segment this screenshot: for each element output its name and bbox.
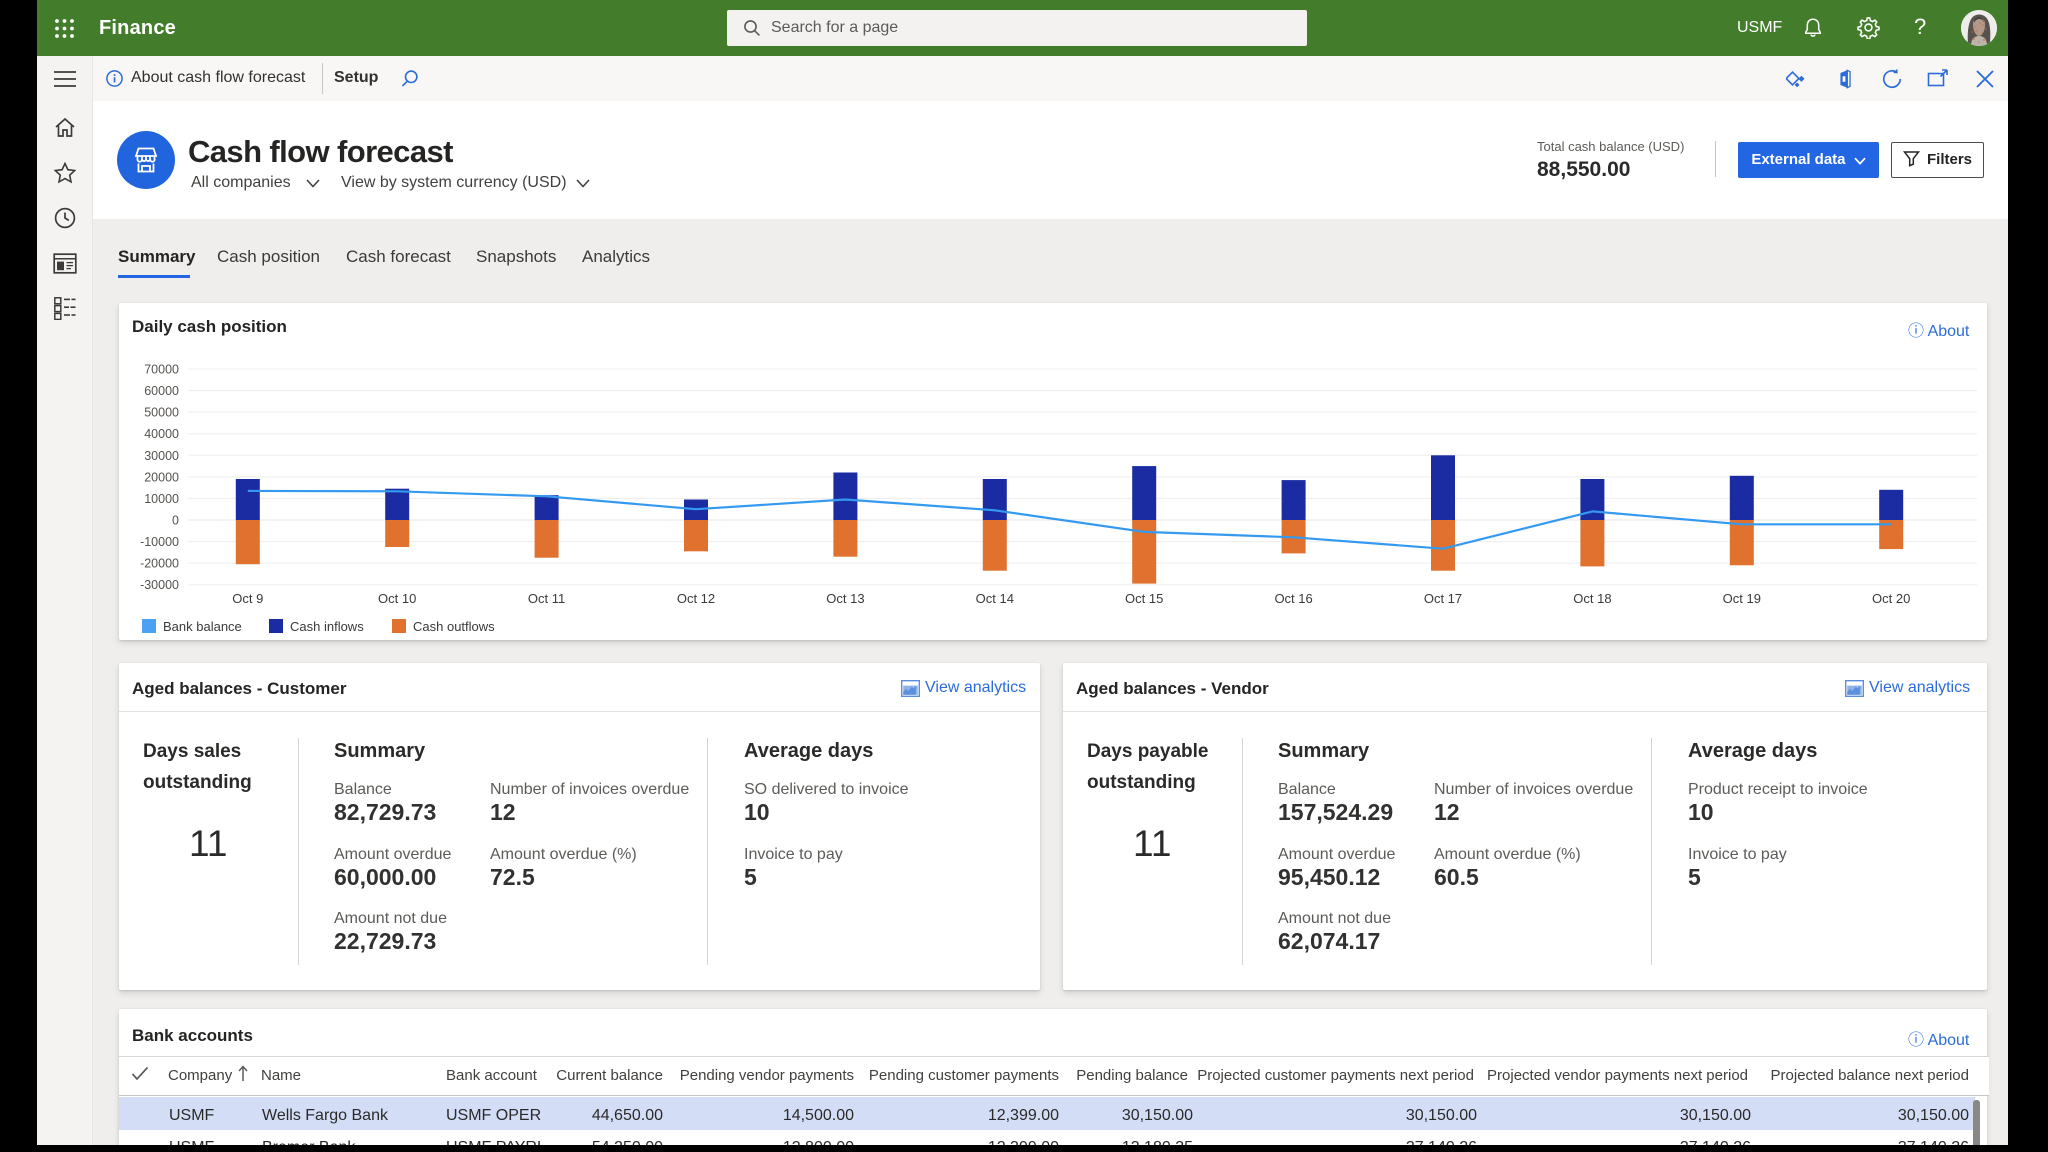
svg-text:50000: 50000	[144, 406, 179, 420]
svg-text:Oct 20: Oct 20	[1872, 591, 1910, 606]
svg-text:Oct 16: Oct 16	[1274, 591, 1312, 606]
svg-text:Cash inflows: Cash inflows	[290, 619, 364, 634]
svg-text:40000: 40000	[144, 427, 179, 441]
svg-text:70000: 70000	[144, 363, 179, 377]
svg-text:60000: 60000	[144, 384, 179, 398]
svg-text:Oct 11: Oct 11	[528, 591, 565, 606]
svg-text:-10000: -10000	[140, 535, 179, 549]
svg-text:Oct 9: Oct 9	[232, 591, 263, 606]
svg-text:Oct 12: Oct 12	[677, 591, 715, 606]
svg-text:Oct 13: Oct 13	[826, 591, 864, 606]
svg-text:Cash outflows: Cash outflows	[413, 619, 495, 634]
svg-text:Bank balance: Bank balance	[163, 619, 242, 634]
svg-text:20000: 20000	[144, 470, 179, 484]
svg-text:Oct 17: Oct 17	[1424, 591, 1462, 606]
svg-text:Oct 10: Oct 10	[378, 591, 416, 606]
svg-text:Oct 15: Oct 15	[1125, 591, 1163, 606]
svg-text:Oct 18: Oct 18	[1573, 591, 1611, 606]
svg-text:Oct 14: Oct 14	[976, 591, 1014, 606]
svg-text:10000: 10000	[144, 492, 179, 506]
svg-text:30000: 30000	[144, 449, 179, 463]
svg-text:Oct 19: Oct 19	[1723, 591, 1761, 606]
svg-text:0: 0	[172, 514, 179, 528]
svg-text:-30000: -30000	[140, 578, 179, 592]
svg-text:-20000: -20000	[140, 557, 179, 571]
